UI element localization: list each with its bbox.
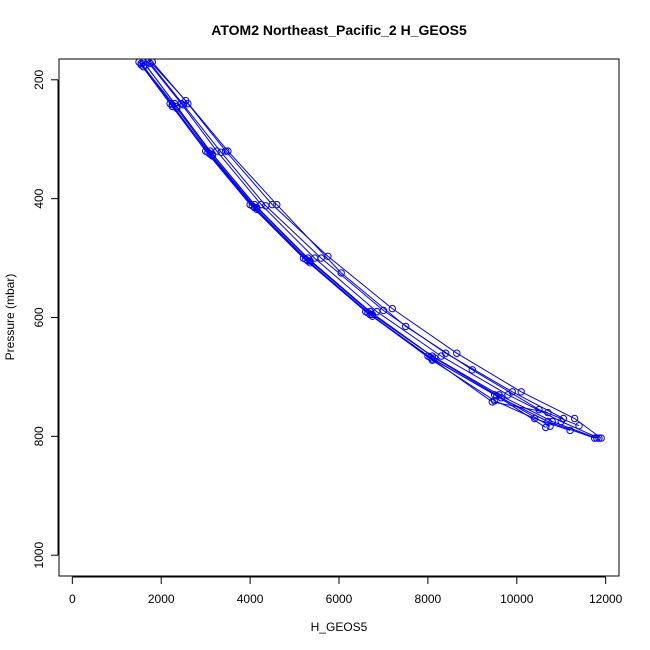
data-point — [388, 304, 396, 313]
data-point — [493, 392, 501, 400]
data-point — [206, 150, 214, 158]
y-tick-label: 200 — [32, 69, 46, 89]
series-line — [143, 66, 571, 431]
x-tick-label: 0 — [69, 592, 76, 606]
series-line — [142, 61, 597, 439]
data-point — [428, 355, 436, 363]
data-point — [268, 200, 276, 209]
y-tick-label: 800 — [32, 426, 46, 446]
series-9 — [139, 62, 574, 435]
x-tick-label: 12000 — [589, 592, 623, 606]
series-8 — [144, 59, 583, 430]
data-point — [530, 414, 539, 423]
data-point — [337, 269, 345, 277]
data-point — [179, 101, 188, 109]
data-point — [566, 426, 574, 435]
data-point — [546, 422, 554, 430]
series-6 — [146, 59, 568, 423]
data-point — [597, 434, 605, 442]
data-point — [368, 312, 376, 320]
series-line — [140, 62, 546, 428]
data-point — [273, 200, 281, 209]
series-10 — [137, 61, 552, 417]
series-layer — [135, 59, 605, 442]
series-5 — [137, 59, 550, 432]
axes-layer: 0 2000 4000 6000 8000 10000 12000 200 400 600 800 1… — [32, 69, 623, 606]
data-point — [366, 310, 374, 319]
data-point — [204, 148, 212, 157]
data-point — [253, 205, 261, 214]
series-line — [138, 61, 595, 439]
data-point — [364, 309, 372, 317]
series-2 — [139, 59, 601, 442]
series-line — [147, 61, 600, 439]
data-point — [137, 61, 145, 69]
data-point — [442, 349, 450, 357]
series-line — [147, 59, 580, 427]
x-tick-label: 8000 — [415, 592, 442, 606]
x-axis-label: H_GEOS5 — [311, 620, 368, 634]
data-point — [208, 152, 217, 160]
data-point — [542, 423, 550, 432]
data-point — [304, 257, 312, 265]
series-line — [149, 62, 564, 419]
data-point — [248, 202, 257, 210]
data-point — [139, 62, 148, 71]
x-tick-label: 2000 — [148, 592, 175, 606]
data-point — [488, 398, 496, 406]
series-3 — [144, 59, 603, 442]
x-tick-label: 4000 — [237, 592, 264, 606]
data-point — [497, 394, 505, 402]
data-point — [570, 414, 579, 423]
plot-frame — [58, 58, 620, 577]
y-axis-label: Pressure (mbar) — [3, 274, 17, 361]
data-point — [302, 255, 310, 263]
data-point — [250, 203, 259, 212]
y-tick-label: 400 — [32, 188, 46, 208]
series-1 — [135, 59, 599, 442]
data-point — [544, 408, 552, 417]
data-point — [517, 388, 525, 396]
x-tick-label: 6000 — [326, 592, 353, 606]
data-point — [535, 405, 543, 414]
y-tick-label: 600 — [32, 307, 46, 327]
chart-title: ATOM2 Northeast_Pacific_2 H_GEOS5 — [211, 22, 467, 38]
series-line — [151, 61, 602, 439]
data-point — [468, 366, 476, 374]
data-point — [144, 59, 152, 63]
series-line — [145, 64, 551, 427]
series-line — [140, 64, 548, 414]
series-7 — [148, 59, 605, 442]
data-point — [168, 102, 177, 111]
data-point — [402, 322, 410, 331]
data-point — [575, 422, 583, 430]
data-point — [306, 259, 314, 267]
data-point — [224, 147, 232, 155]
data-point — [595, 434, 603, 442]
x-tick-label: 10000 — [500, 592, 534, 606]
data-point — [317, 254, 325, 262]
data-point — [453, 349, 461, 357]
y-tick-label: 1000 — [32, 542, 46, 569]
data-point — [182, 96, 190, 105]
